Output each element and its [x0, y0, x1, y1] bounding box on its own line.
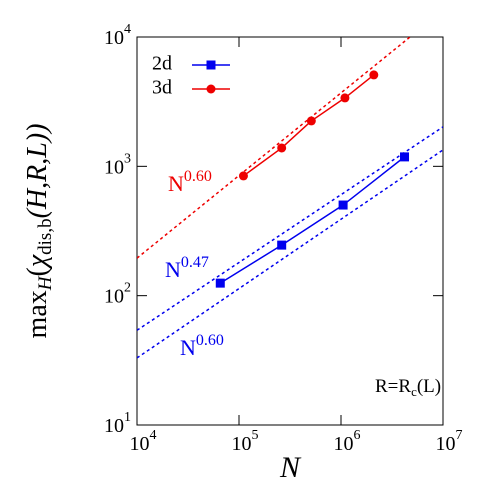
- fit-base: N: [180, 335, 196, 360]
- legend-label: 3d: [152, 77, 172, 99]
- fit-base: N: [168, 171, 184, 196]
- fit-line: [137, 126, 443, 331]
- tick-exponent: 2: [124, 281, 131, 296]
- fit-exponent: 0.60: [184, 168, 212, 185]
- tick-exponent: 4: [124, 22, 131, 37]
- tick-exponent: 5: [252, 428, 259, 443]
- point: [277, 143, 287, 153]
- plot-frame: [136, 36, 444, 426]
- tick-base: 10: [130, 433, 150, 455]
- y-label-part: (: [22, 267, 53, 276]
- tick-base: 10: [232, 433, 252, 455]
- tick-base: 10: [104, 415, 124, 437]
- tick-label: 105: [232, 428, 259, 454]
- fit-label: N0.60: [180, 332, 224, 360]
- point: [238, 171, 248, 181]
- tick-label: 107: [436, 428, 463, 454]
- series-line: [243, 74, 375, 177]
- y-label-part: (H,R,L)): [22, 124, 53, 219]
- tick-label: 103: [104, 152, 131, 178]
- legend-swatch: [206, 60, 216, 70]
- tick-label: 102: [104, 281, 131, 307]
- legend-marker: [206, 84, 216, 94]
- tick-exponent: 7: [456, 428, 463, 443]
- point: [277, 240, 287, 250]
- tick-exponent: 1: [124, 410, 131, 425]
- tick-exponent: 3: [124, 152, 131, 167]
- fit-label: N0.60: [168, 168, 212, 196]
- y-label-part: dis,b: [35, 218, 56, 254]
- fit-line: [137, 149, 443, 359]
- tick-base: 10: [436, 433, 456, 455]
- fit-line: [137, 37, 411, 259]
- point: [215, 278, 225, 288]
- fit-label: N0.47: [165, 254, 209, 282]
- point: [400, 152, 410, 162]
- tick-base: 10: [104, 285, 124, 307]
- tick-base: 10: [104, 27, 124, 49]
- annotation-part: (L): [417, 376, 441, 397]
- fit-base: N: [165, 257, 181, 282]
- fit-exponent: 0.60: [196, 332, 224, 349]
- tick-label: 104: [104, 22, 131, 48]
- tick-exponent: 6: [354, 428, 361, 443]
- point: [306, 116, 316, 126]
- y-label-part: χ: [22, 254, 53, 270]
- annotation-part: R=R: [375, 376, 411, 397]
- annotation: R=Rc(L): [375, 376, 441, 399]
- point: [338, 200, 348, 210]
- y-axis-label: maxH(χdis,b(H,R,L)): [22, 124, 56, 339]
- tick-base: 10: [104, 156, 124, 178]
- tick-exponent: 4: [150, 428, 157, 443]
- legend-label: 2d: [152, 53, 172, 75]
- tick-label: 106: [334, 428, 361, 454]
- x-axis-label: N: [279, 451, 302, 484]
- y-label-part: max: [22, 290, 53, 338]
- legend-marker: [206, 60, 216, 70]
- tick-label: 101: [104, 410, 131, 436]
- legend-swatch: [206, 84, 216, 94]
- fit-exponent: 0.47: [181, 254, 209, 271]
- series-line: [219, 156, 405, 284]
- point: [369, 70, 379, 80]
- tick-base: 10: [334, 433, 354, 455]
- y-label-part: H: [35, 275, 56, 291]
- point: [340, 93, 350, 103]
- annotation-part: c: [411, 384, 417, 399]
- tick-label: 104: [130, 428, 157, 454]
